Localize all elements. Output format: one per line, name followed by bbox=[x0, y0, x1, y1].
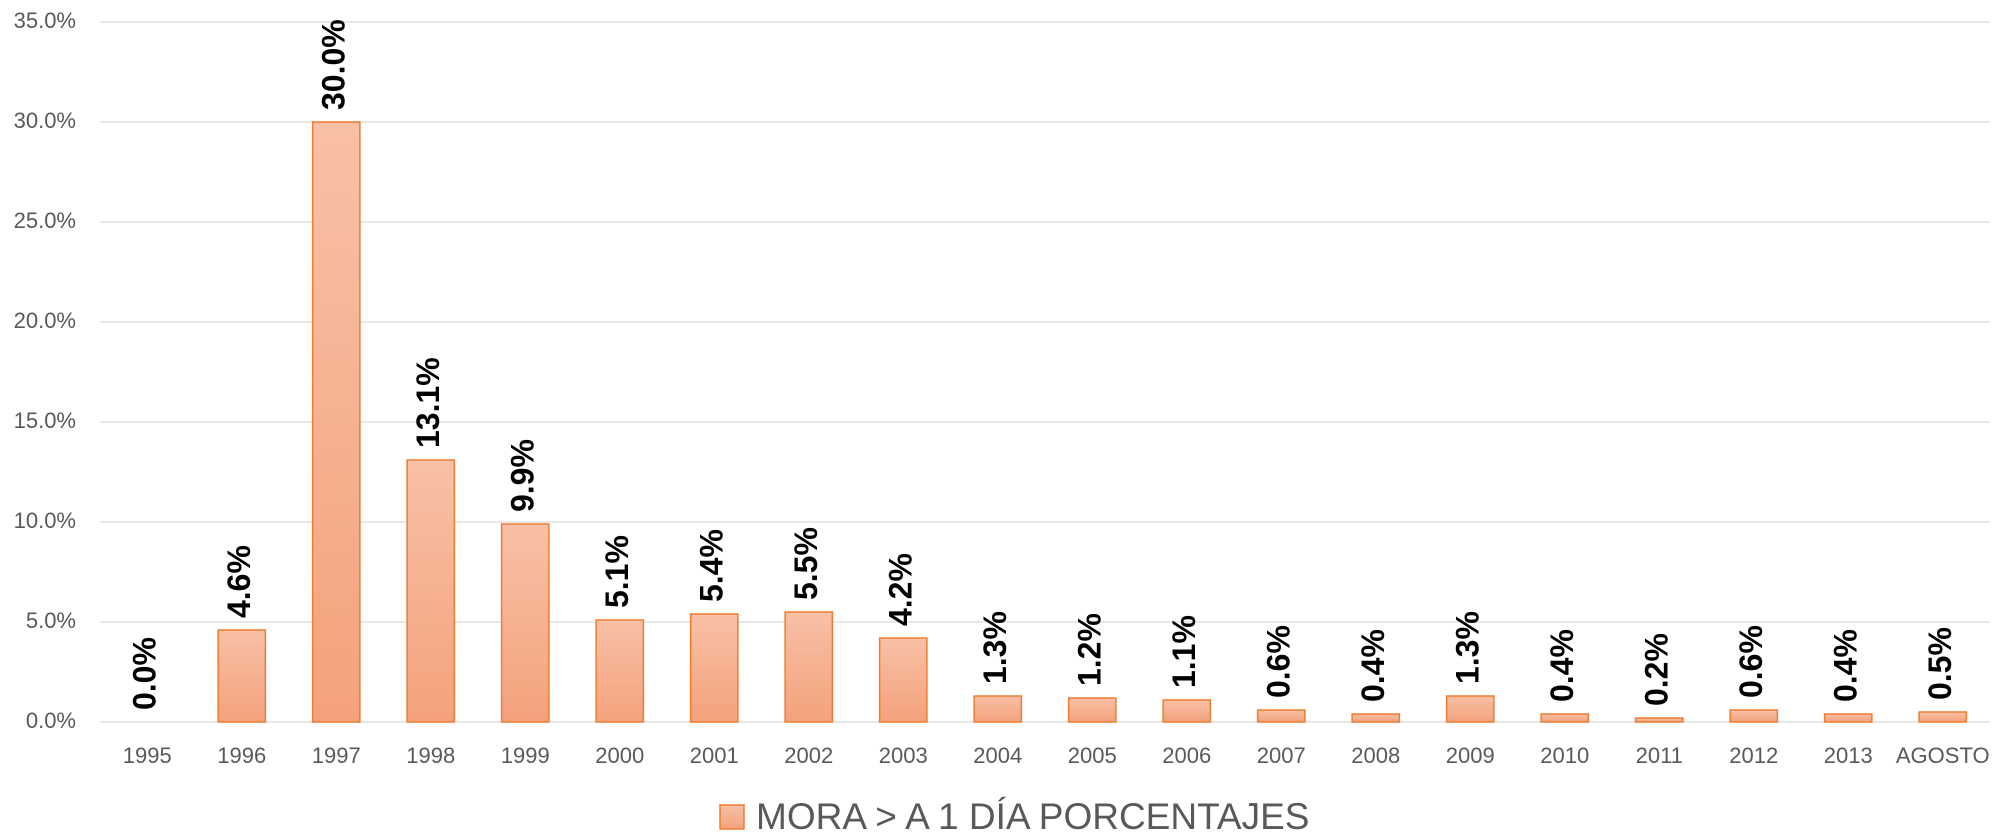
x-tick-label: 1995 bbox=[123, 743, 172, 768]
data-label: 0.4% bbox=[1355, 629, 1391, 702]
legend-label: MORA > A 1 DÍA PORCENTAJES bbox=[756, 796, 1309, 835]
data-label: 30.0% bbox=[316, 19, 352, 110]
bar bbox=[1540, 713, 1590, 723]
data-label: 1.1% bbox=[1166, 615, 1202, 688]
x-tick-label: 2003 bbox=[879, 743, 928, 768]
data-label: 0.2% bbox=[1639, 633, 1675, 706]
bar bbox=[500, 523, 550, 723]
x-tick-label: 2005 bbox=[1068, 743, 1117, 768]
x-tick-label: 2007 bbox=[1257, 743, 1306, 768]
data-label: 0.6% bbox=[1733, 625, 1769, 698]
bar bbox=[311, 121, 361, 723]
data-label: 5.5% bbox=[788, 527, 824, 600]
data-label: 1.3% bbox=[1450, 611, 1486, 684]
x-tick-label: 2006 bbox=[1162, 743, 1211, 768]
data-label: 1.3% bbox=[977, 611, 1013, 684]
bar bbox=[1445, 695, 1495, 723]
bar bbox=[1162, 699, 1212, 723]
y-tick-label: 25.0% bbox=[14, 208, 76, 233]
x-tick-label: 1998 bbox=[406, 743, 455, 768]
y-tick-label: 30.0% bbox=[14, 108, 76, 133]
x-tick-label: 2009 bbox=[1446, 743, 1495, 768]
bar bbox=[1918, 711, 1968, 723]
bar bbox=[406, 459, 456, 723]
x-tick-label: 1999 bbox=[501, 743, 550, 768]
data-label: 4.6% bbox=[221, 545, 257, 618]
data-label: 13.1% bbox=[410, 357, 446, 448]
bar bbox=[1256, 709, 1306, 723]
x-tick-label: 2011 bbox=[1636, 743, 1683, 768]
bar bbox=[217, 629, 267, 723]
bar bbox=[1729, 709, 1779, 723]
y-tick-label: 5.0% bbox=[26, 608, 76, 633]
bar bbox=[1067, 697, 1117, 723]
x-tick-label: 2010 bbox=[1540, 743, 1589, 768]
y-tick-label: 0.0% bbox=[26, 708, 76, 733]
bar bbox=[595, 619, 645, 723]
data-label: 5.1% bbox=[599, 535, 635, 608]
bar bbox=[784, 611, 834, 723]
y-tick-label: 10.0% bbox=[14, 508, 76, 533]
data-label: 4.2% bbox=[883, 553, 919, 626]
bar bbox=[1823, 713, 1873, 723]
y-tick-label: 15.0% bbox=[14, 408, 76, 433]
bar bbox=[878, 637, 928, 723]
data-label: 1.2% bbox=[1072, 613, 1108, 686]
x-tick-label: 1996 bbox=[217, 743, 266, 768]
data-label: 5.4% bbox=[694, 529, 730, 602]
data-label: 0.6% bbox=[1261, 625, 1297, 698]
y-tick-label: 20.0% bbox=[14, 308, 76, 333]
x-tick-label: 2013 bbox=[1824, 743, 1873, 768]
x-tick-label: 2001 bbox=[690, 743, 739, 768]
x-tick-label: 2008 bbox=[1351, 743, 1400, 768]
x-tick-label: 2012 bbox=[1729, 743, 1778, 768]
data-label: 0.4% bbox=[1544, 629, 1580, 702]
x-tick-label: 2004 bbox=[973, 743, 1022, 768]
data-label: 9.9% bbox=[505, 439, 541, 512]
bar bbox=[1351, 713, 1401, 723]
bar bbox=[973, 695, 1023, 723]
x-tick-label: 2000 bbox=[595, 743, 644, 768]
bar bbox=[1634, 717, 1684, 723]
x-tick-label: 2002 bbox=[784, 743, 833, 768]
y-tick-label: 35.0% bbox=[14, 8, 76, 33]
data-label: 0.4% bbox=[1828, 629, 1864, 702]
x-tick-label: AGOSTO bbox=[1896, 743, 1990, 768]
bar bbox=[689, 613, 739, 723]
data-label: 0.0% bbox=[127, 637, 163, 710]
x-tick-label: 1997 bbox=[312, 743, 361, 768]
legend-swatch bbox=[719, 804, 745, 830]
data-label: 0.5% bbox=[1922, 627, 1958, 700]
